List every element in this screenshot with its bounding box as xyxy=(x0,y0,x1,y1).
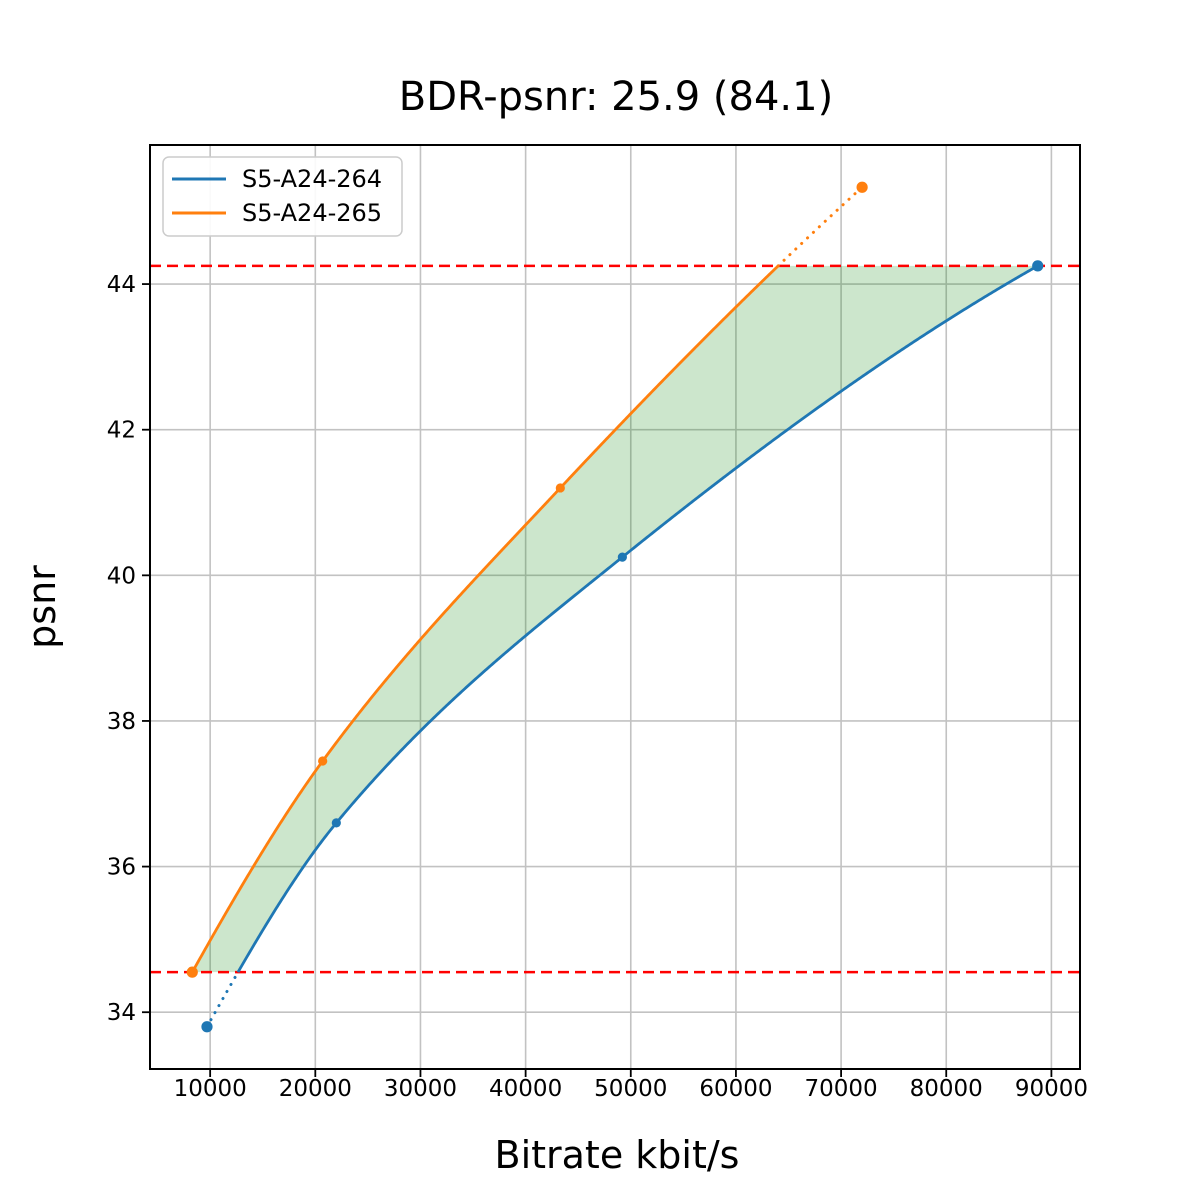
y-axis-label: psnr xyxy=(20,565,64,649)
data-point-marker xyxy=(318,756,328,766)
x-tick-label: 70000 xyxy=(805,1076,878,1102)
data-point-marker xyxy=(555,483,565,493)
series-curve xyxy=(191,264,780,973)
x-tick-label: 20000 xyxy=(279,1076,352,1102)
y-tick-label: 34 xyxy=(107,1000,136,1026)
x-tick-label: 60000 xyxy=(699,1076,772,1102)
data-point-marker xyxy=(331,818,341,828)
x-tick-label: 10000 xyxy=(174,1076,247,1102)
ticks-layer: 10000 20000 30000 40000 50000 60000 70000 80000… xyxy=(107,272,1088,1102)
data-point-marker xyxy=(856,181,868,193)
legend: S5-A24-264 S5-A24-265 xyxy=(162,156,403,237)
y-tick-label: 36 xyxy=(107,855,136,881)
y-tick-label: 40 xyxy=(107,563,136,589)
data-point-marker xyxy=(186,966,198,978)
legend-label-series-1: S5-A24-265 xyxy=(242,199,382,227)
data-point-marker xyxy=(1032,260,1044,272)
series-curve xyxy=(236,264,1039,973)
x-axis-label: Bitrate kbit/s xyxy=(495,1133,740,1177)
data-point-marker xyxy=(201,1021,213,1033)
x-tick-label: 40000 xyxy=(489,1076,562,1102)
series-curve-extrapolated xyxy=(776,185,864,268)
chart-title: BDR-psnr: 25.9 (84.1) xyxy=(399,74,833,120)
y-tick-label: 42 xyxy=(107,418,136,444)
x-tick-label: 30000 xyxy=(384,1076,457,1102)
legend-label-series-0: S5-A24-264 xyxy=(242,165,382,193)
y-tick-label: 38 xyxy=(107,709,136,735)
curves-layer xyxy=(191,185,1039,1029)
x-tick-label: 80000 xyxy=(910,1076,983,1102)
overlap-fill-layer xyxy=(192,265,1038,973)
plot-border xyxy=(149,144,1081,1070)
x-tick-label: 90000 xyxy=(1015,1076,1088,1102)
markers-layer xyxy=(186,181,1044,1033)
bd-range-lines-layer xyxy=(150,264,1080,974)
legend-box xyxy=(162,156,403,237)
y-tick-label: 44 xyxy=(107,272,136,298)
bd-gap-fill xyxy=(192,265,1038,973)
data-point-marker xyxy=(617,552,627,562)
series-curve-extrapolated xyxy=(205,970,240,1029)
x-tick-label: 50000 xyxy=(594,1076,667,1102)
